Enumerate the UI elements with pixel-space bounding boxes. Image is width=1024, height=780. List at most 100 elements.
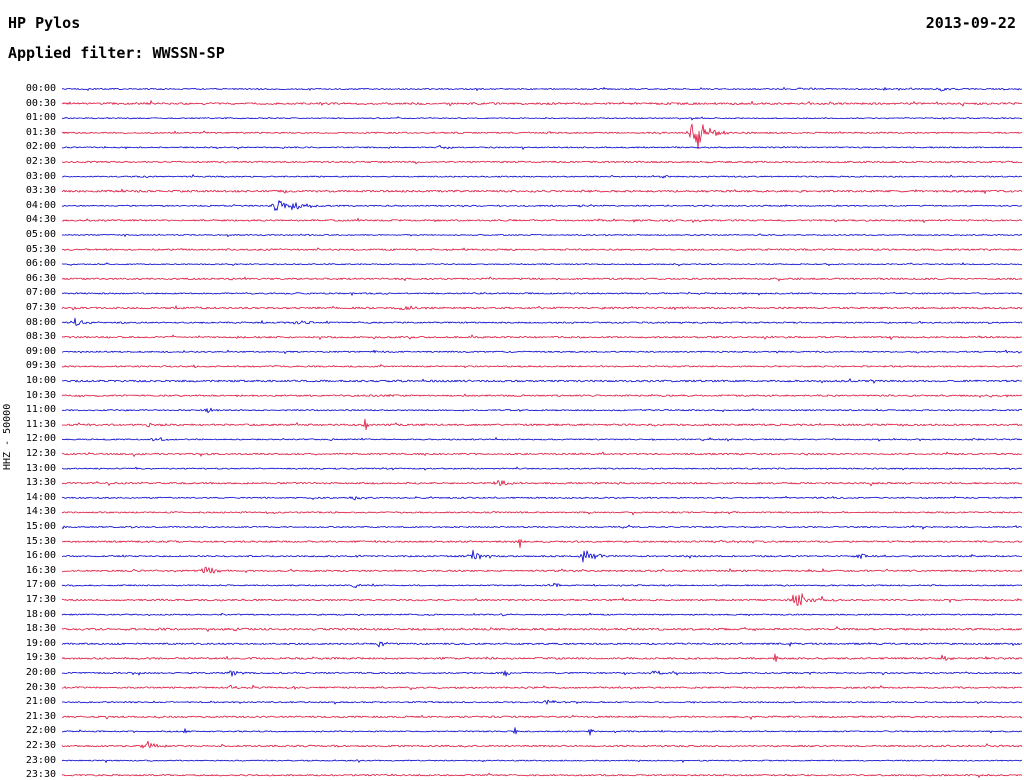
time-label: 06:30 (25, 272, 56, 284)
time-label: 07:30 (25, 302, 56, 313)
trace-row-2130 (61, 714, 1023, 720)
trace-row-2330 (61, 772, 1023, 778)
time-label: 13:30 (25, 477, 56, 489)
trace-row-0700 (61, 291, 1023, 296)
trace-row-0300 (61, 174, 1023, 179)
trace-row-0530 (61, 247, 1023, 252)
trace-row-1100 (61, 407, 1023, 414)
time-label: 02:30 (25, 156, 56, 167)
trace-row-1400 (61, 495, 1023, 501)
time-label: 16:00 (25, 550, 56, 562)
time-label: 15:30 (25, 535, 56, 547)
trace-row-0230 (61, 160, 1023, 165)
trace-row-0830 (61, 334, 1023, 341)
time-label: 03:00 (25, 170, 56, 182)
trace-row-2100 (61, 699, 1023, 705)
trace-row-1300 (61, 466, 1023, 471)
trace-row-0330 (61, 188, 1023, 194)
time-label: 02:00 (25, 141, 56, 153)
trace-row-0600 (61, 262, 1022, 267)
station-title: HP Pylos (8, 14, 81, 32)
time-label: 20:00 (25, 667, 56, 678)
trace-row-1800 (61, 612, 1023, 617)
trace-row-1730 (61, 593, 1023, 606)
trace-row-0900 (61, 349, 1023, 355)
time-label: 19:30 (25, 652, 56, 664)
time-label: 06:00 (25, 258, 56, 270)
time-label: 12:00 (25, 433, 56, 445)
time-label: 22:00 (25, 725, 56, 737)
time-label: 23:30 (25, 769, 56, 780)
trace-row-0200 (61, 145, 1023, 150)
time-label: 09:30 (25, 360, 56, 372)
time-label: 22:30 (25, 740, 56, 751)
time-label: 01:30 (25, 126, 56, 138)
time-label: 12:30 (25, 448, 56, 459)
trace-row-0500 (61, 233, 1023, 238)
time-label: 00:30 (25, 97, 56, 109)
time-label: 09:00 (25, 345, 56, 357)
time-label: 20:30 (25, 681, 56, 693)
trace-row-2230 (61, 740, 1023, 749)
time-label: 11:00 (25, 404, 56, 416)
time-label: 21:00 (25, 696, 56, 708)
time-label: 17:00 (25, 579, 56, 591)
trace-row-0800 (61, 317, 1023, 326)
trace-row-0400 (61, 200, 1023, 211)
time-label: 21:30 (25, 710, 56, 722)
trace-row-1330 (61, 479, 1023, 487)
time-label: 11:30 (25, 418, 56, 430)
date-label: 2013-09-22 (925, 14, 1016, 32)
trace-row-1700 (61, 582, 1023, 589)
trace-row-0130 (61, 123, 1023, 150)
trace-row-1500 (61, 524, 1023, 530)
time-label: 17:30 (25, 594, 56, 605)
trace-row-1630 (61, 566, 1023, 574)
time-label: 16:30 (25, 564, 56, 576)
trace-row-0100 (61, 116, 1023, 121)
time-label: 07:00 (25, 287, 56, 299)
time-label: 13:00 (25, 462, 56, 474)
time-label: 18:00 (25, 608, 56, 620)
trace-row-1830 (61, 626, 1022, 632)
time-label: 05:00 (25, 229, 56, 240)
trace-row-0430 (61, 217, 1023, 224)
time-label: 14:30 (25, 506, 56, 518)
trace-row-1930 (61, 653, 1023, 663)
trace-row-1000 (61, 378, 1023, 384)
time-label: 04:00 (25, 199, 56, 211)
time-label: 19:00 (25, 637, 56, 649)
time-label: 23:00 (25, 754, 56, 766)
time-label: 00:00 (25, 83, 56, 94)
trace-row-2000 (61, 670, 1023, 677)
trace-row-2300 (61, 759, 1023, 763)
time-label: 05:30 (25, 243, 56, 255)
trace-row-0930 (61, 364, 1023, 369)
time-label: 03:30 (25, 185, 56, 197)
trace-row-2200 (62, 727, 1023, 736)
trace-row-2030 (61, 684, 1023, 691)
trace-row-1030 (61, 393, 1023, 398)
trace-row-1230 (61, 451, 1023, 457)
time-label: 08:00 (25, 316, 56, 328)
time-label: 10:30 (25, 389, 56, 401)
trace-row-1530 (62, 539, 1023, 549)
trace-row-1600 (61, 549, 1022, 563)
trace-row-1900 (61, 641, 1023, 648)
trace-row-0030 (61, 100, 1023, 107)
time-label: 01:00 (25, 112, 56, 124)
time-label: 10:00 (25, 375, 56, 386)
trace-row-0000 (61, 87, 1023, 92)
trace-row-1200 (61, 437, 1023, 442)
time-label: 18:30 (25, 623, 56, 635)
trace-row-1130 (61, 418, 1023, 431)
time-label: 08:30 (25, 331, 56, 343)
applied-filter-label: Applied filter: WWSSN-SP (8, 44, 225, 62)
trace-row-1430 (61, 510, 1023, 516)
trace-row-0630 (61, 276, 1023, 282)
trace-row-0730 (61, 305, 1023, 311)
time-label: 15:00 (25, 521, 56, 532)
time-label: 04:30 (25, 214, 56, 226)
